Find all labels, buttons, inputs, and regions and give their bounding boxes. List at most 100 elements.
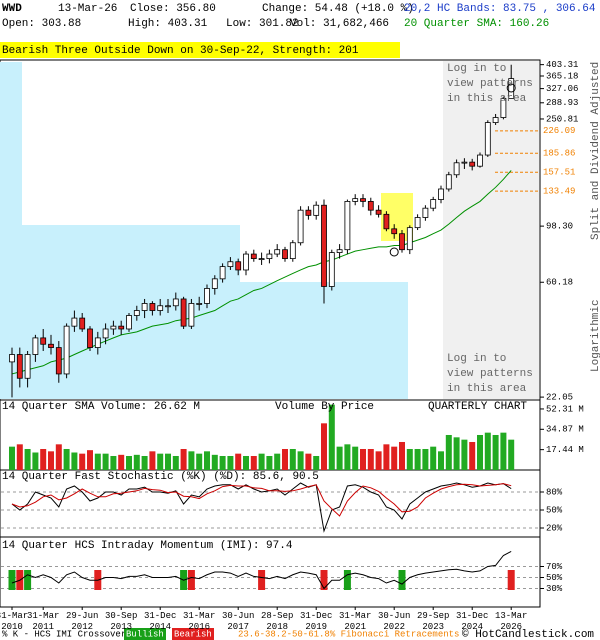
volume-bar [258,453,265,470]
candle-body [461,161,468,164]
volume-bar [172,455,179,470]
candle-body [118,325,125,330]
volume-bar [430,446,437,470]
volume-bar [274,453,281,470]
volume-bar [149,451,156,470]
copyright: © HotCandlestick.com [462,629,594,640]
locked-note: Log in to view patterns in this area [447,353,533,395]
volume-bar [243,455,249,470]
candle-body [196,303,203,305]
y-tick-label: 403.31 [546,60,578,70]
bullish-signal [24,570,32,590]
candle-body [297,209,304,244]
candle-body [16,354,23,379]
date: 13-Mar-26 [58,3,117,15]
candle-body [157,305,164,311]
volume-by-price [0,225,240,282]
volume-bar [79,453,86,470]
volume-bar [328,404,335,470]
y-tick-label: 34.87 M [546,425,584,435]
candle-body [266,253,273,260]
candle-body [141,303,148,311]
high: High: 403.31 [128,18,208,30]
volume-bar [71,452,78,470]
candle-body [250,253,257,260]
bands: 20,2 HC Bands: 83.75 , 306.64 [404,3,596,15]
candle-body [391,228,398,235]
fib-label: 133.49 [543,186,575,196]
candle-body [399,233,405,251]
volume-bar [165,453,171,470]
locked-note: Log in to view patterns in this area [447,63,533,105]
bearish-signal [320,570,328,590]
volume-bar [102,453,109,470]
volume-bar [383,444,390,470]
candle-body [422,207,429,218]
bullish-signal [343,570,351,590]
candle-body [445,174,452,190]
candle-body [211,278,218,289]
stochastic-panel [0,469,541,538]
volume-bar [141,455,148,470]
candle-body [172,298,179,307]
candle-body [383,213,390,230]
candle-body [430,199,437,209]
volume-bar [422,448,429,470]
candle-body [336,249,343,253]
volume-bar [406,448,413,470]
volume-bar [250,455,257,470]
volume: Vol: 31,682,466 [290,18,389,30]
candle-body [289,242,296,260]
volume-bar [289,448,296,470]
volume-bar [282,448,288,470]
bearish-signal [507,570,515,590]
pattern-banner [0,42,400,58]
volume-bar [367,448,374,470]
panel-title: 14 Quarter SMA Volume: 26.62 M [2,401,200,413]
volume-bar [32,452,39,470]
line [11,550,512,590]
y-tick-label: 50% [546,505,563,515]
fib-label: 185.86 [543,149,575,159]
volume-bar [492,434,499,470]
x-tick-label: 31-Dec 2019 [300,611,332,632]
crossover-legend: % K - HCS IMI Crossover: [2,629,132,639]
volume-bar [477,434,483,470]
candle-body [305,209,312,216]
volume-by-price [0,62,22,225]
candle-body [235,261,242,271]
volume-bar [9,446,15,470]
x-tick-label: 30-Jun 2017 [222,611,254,632]
candle-body [406,227,413,251]
candle-body [165,305,171,308]
candle-body [367,201,374,211]
volume-bar [445,434,452,470]
bearish-signal [258,570,266,590]
volume-label: Volume By Price [275,401,374,413]
x-tick-label: 31-Dec 2024 [456,611,488,632]
bullish-swatch [124,628,166,640]
candle-body [102,328,109,339]
x-tick-label: 31-Mar 2011 [27,611,59,632]
candle-body [24,354,31,379]
volume-bar [63,448,70,470]
candle-body [40,337,47,345]
candle-body [188,303,195,327]
volume-bar [297,451,304,470]
candle-body [258,258,265,261]
volume-bar [118,454,125,470]
volume-by-price [0,282,408,399]
candle-body [321,204,327,287]
y-tick-label: 50% [546,573,563,583]
y-tick-label: 327.06 [546,84,578,94]
volume-bar [235,453,242,470]
change: Change: 54.48 (+18.0 %) [262,3,414,15]
line [11,483,512,517]
candle-body [204,288,210,304]
candle-body [453,162,460,176]
candle-body [219,266,226,280]
volume-bar [227,455,234,470]
candle-body [126,315,132,330]
